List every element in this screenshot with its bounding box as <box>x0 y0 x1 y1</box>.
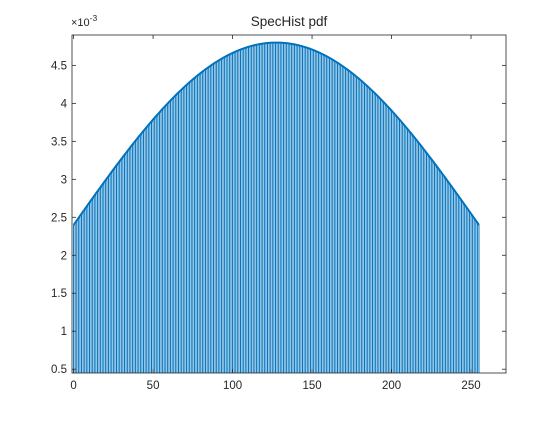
y-tick-label: 1 <box>61 326 67 338</box>
y-tick-label: 4 <box>61 98 68 110</box>
y-tick-label: 1.5 <box>51 288 67 300</box>
x-tick-label: 100 <box>223 380 242 392</box>
y-tick-label: 3 <box>61 174 67 186</box>
x-tick-label: 0 <box>70 380 76 392</box>
y-tick-label: 3.5 <box>51 136 67 148</box>
x-tick-label: 200 <box>382 380 401 392</box>
chart-title: SpecHist pdf <box>251 14 328 29</box>
x-tick-label: 150 <box>302 380 321 392</box>
y-tick-label: 4.5 <box>51 60 67 72</box>
y-tick-label: 2.5 <box>51 212 67 224</box>
bars <box>74 43 479 373</box>
y-tick-label: 2 <box>61 250 67 262</box>
y-axis-exponent-power: -3 <box>90 13 98 23</box>
y-axis-exponent-base: ×10 <box>71 17 90 29</box>
y-axis-exponent: ×10-3 <box>71 13 98 29</box>
x-tick-label: 250 <box>461 380 480 392</box>
x-tick-label: 50 <box>147 380 160 392</box>
y-tick-label: 0.5 <box>51 364 67 376</box>
